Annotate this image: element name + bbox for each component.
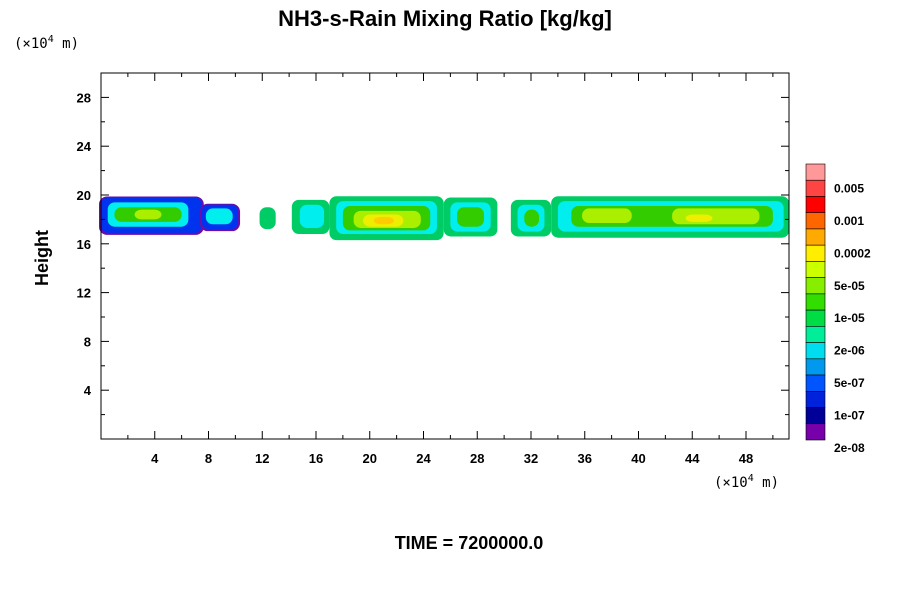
x-tick-label: 8 — [205, 451, 212, 466]
colorbar-label: 1e-07 — [834, 409, 865, 423]
time-label: TIME = 7200000.0 — [395, 533, 544, 553]
heatmap-cell — [259, 207, 276, 230]
colorbar: 0.005 0.001 0.0002 5e-05 1e-05 2e-06 5e-07 1e-0… — [805, 163, 871, 455]
colorbar-swatch — [805, 244, 826, 262]
y-tick-label: 12 — [77, 286, 91, 301]
y-unit-label: (×104 m) — [14, 34, 79, 52]
colorbar-label: 0.001 — [834, 214, 864, 228]
heatmap-cell — [373, 216, 394, 225]
x-tick-label: 24 — [416, 451, 431, 466]
colorbar-swatch — [805, 423, 826, 441]
heatmap-cell — [582, 208, 632, 224]
colorbar-swatch — [805, 358, 826, 376]
x-tick-label: 28 — [470, 451, 484, 466]
x-tick-label: 20 — [363, 451, 377, 466]
colorbar-label: 5e-05 — [834, 279, 865, 293]
heatmap-cell — [685, 214, 713, 222]
x-tick-label: 48 — [739, 451, 753, 466]
x-tick-label: 44 — [685, 451, 700, 466]
colorbar-swatch — [805, 196, 826, 214]
colorbar-swatch — [805, 293, 826, 311]
colorbar-label: 2e-08 — [834, 441, 865, 455]
colorbar-swatch — [805, 407, 826, 425]
y-tick-label: 24 — [77, 139, 92, 154]
x-tick-label: 40 — [631, 451, 645, 466]
colorbar-label: 0.005 — [834, 181, 864, 195]
colorbar-label: 0.0002 — [834, 246, 871, 260]
colorbar-swatch — [805, 326, 826, 343]
x-tick-label: 4 — [151, 451, 159, 466]
x-unit-label: (×104 m) — [714, 473, 779, 491]
colorbar-swatch — [805, 261, 826, 278]
y-tick-label: 16 — [77, 237, 91, 252]
colorbar-swatch — [805, 163, 826, 181]
heatmap-cell — [672, 208, 760, 225]
x-tick-label: 16 — [309, 451, 323, 466]
y-tick-label: 20 — [77, 188, 91, 203]
y-tick-label: 28 — [77, 90, 91, 105]
heatmap-cell — [457, 207, 484, 227]
heatmap-cell — [524, 209, 540, 227]
colorbar-swatch — [805, 277, 826, 295]
colorbar-swatch — [805, 374, 826, 392]
colorbar-swatch — [805, 212, 826, 230]
heatmap-cell — [205, 208, 233, 225]
colorbar-swatch — [805, 228, 826, 246]
y-tick-label: 8 — [84, 334, 91, 349]
y-tick-label: 4 — [84, 383, 92, 398]
x-tick-label: 36 — [578, 451, 592, 466]
colorbar-swatch — [805, 342, 826, 360]
colorbar-label: 5e-07 — [834, 376, 865, 390]
colorbar-swatch — [805, 179, 826, 197]
chart-title: NH3-s-Rain Mixing Ratio [kg/kg] — [278, 6, 612, 31]
plot-frame — [100, 72, 790, 440]
heatmap-cell — [299, 204, 325, 228]
heatmap-cell — [134, 209, 162, 220]
colorbar-label: 1e-05 — [834, 311, 865, 325]
x-tick-label: 12 — [255, 451, 269, 466]
colorbar-swatch — [805, 390, 826, 408]
y-axis-label: Height — [32, 230, 52, 286]
colorbar-label: 2e-06 — [834, 344, 865, 358]
colorbar-swatch — [805, 309, 826, 327]
x-tick-label: 32 — [524, 451, 538, 466]
